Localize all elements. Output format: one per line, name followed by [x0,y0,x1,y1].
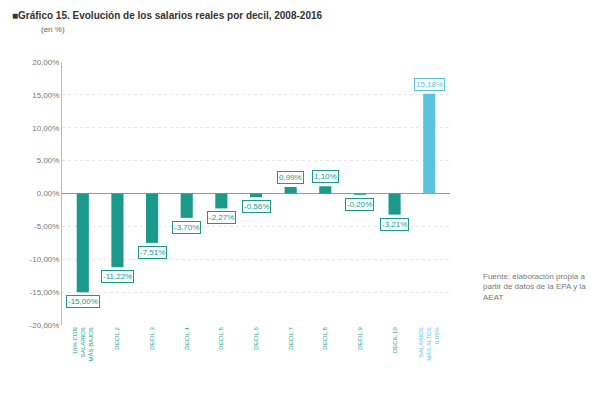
svg-text:10% CONSALARIOSMÁS BAJOS: 10% CONSALARIOSMÁS BAJOS [72,327,94,361]
svg-text:DECIL 7: DECIL 7 [288,327,294,350]
svg-text:-3,70%: -3,70% [174,223,199,232]
svg-text:DECIL 5: DECIL 5 [218,327,224,350]
svg-text:-15,00%: -15,00% [30,288,60,297]
svg-text:(en %): (en %) [41,25,65,34]
svg-text:15,18%: 15,18% [416,80,443,89]
svg-text:DECIL 10: DECIL 10 [392,327,398,353]
svg-text:10,00%: 10,00% [32,124,59,133]
svg-text:DECIL 4: DECIL 4 [184,327,190,350]
svg-text:-11,22%: -11,22% [103,272,132,281]
svg-text:0,99%: 0,99% [279,173,302,182]
svg-text:0,00%: 0,00% [37,189,60,198]
svg-text:-5,00%: -5,00% [34,222,59,231]
svg-text:20,00%: 20,00% [32,58,59,67]
svg-text:15,00%: 15,00% [32,91,59,100]
svg-text:-0,20%: -0,20% [347,200,372,209]
svg-text:-15,00%: -15,00% [68,297,98,306]
svg-text:-10,00%: -10,00% [30,255,60,264]
svg-text:DECIL 3: DECIL 3 [149,327,155,350]
svg-text:■Gráfico 15. Evolución de los: ■Gráfico 15. Evolución de los salarios r… [12,10,323,21]
svg-text:DECIL 8: DECIL 8 [322,327,328,350]
svg-text:DECIL 9: DECIL 9 [357,327,363,350]
svg-text:-2,27%: -2,27% [209,213,234,222]
svg-text:DECIL 6: DECIL 6 [253,327,259,350]
svg-text:SALARIOSMÁS ALTOS0,05%: SALARIOSMÁS ALTOS0,05% [418,327,440,361]
svg-text:5,00%: 5,00% [37,156,60,165]
svg-text:-20,00%: -20,00% [30,321,60,330]
svg-text:-0,56%: -0,56% [244,202,269,211]
svg-text:-3,21%: -3,21% [382,220,407,229]
svg-text:1,10%: 1,10% [314,172,337,181]
svg-text:-7,51%: -7,51% [140,248,165,257]
svg-text:Fuente: elaboración propia apa: Fuente: elaboración propia apartir de da… [483,272,586,302]
svg-text:DECIL 2: DECIL 2 [114,327,120,350]
